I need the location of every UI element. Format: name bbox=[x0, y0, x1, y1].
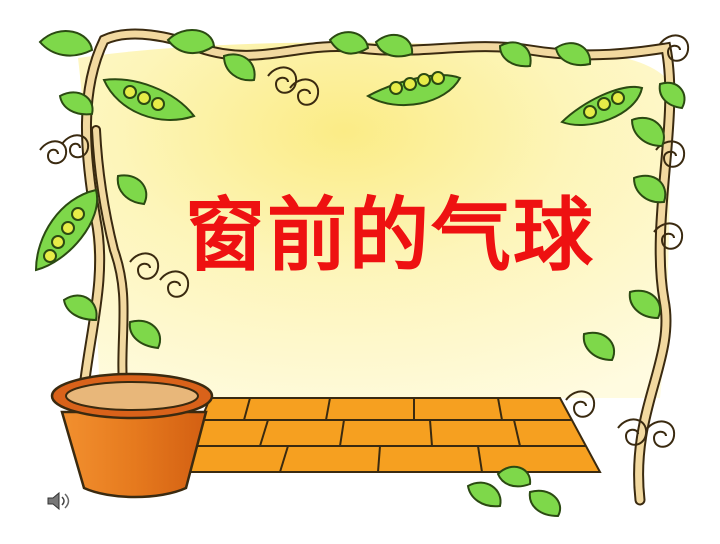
leaves bbox=[38, 28, 686, 518]
speaker-icon[interactable] bbox=[46, 490, 72, 512]
floor-lines bbox=[196, 397, 586, 473]
board-background bbox=[78, 42, 670, 398]
tendrils bbox=[39, 34, 690, 448]
pea-pods bbox=[34, 71, 644, 272]
pea-pod bbox=[560, 85, 644, 126]
flower-pot bbox=[50, 372, 214, 499]
pea-pod bbox=[365, 71, 462, 107]
brick-floor bbox=[178, 397, 602, 473]
slide-title: 窗前的气球 bbox=[185, 189, 595, 282]
pea-pod bbox=[102, 78, 196, 121]
pea-pod bbox=[34, 188, 99, 272]
